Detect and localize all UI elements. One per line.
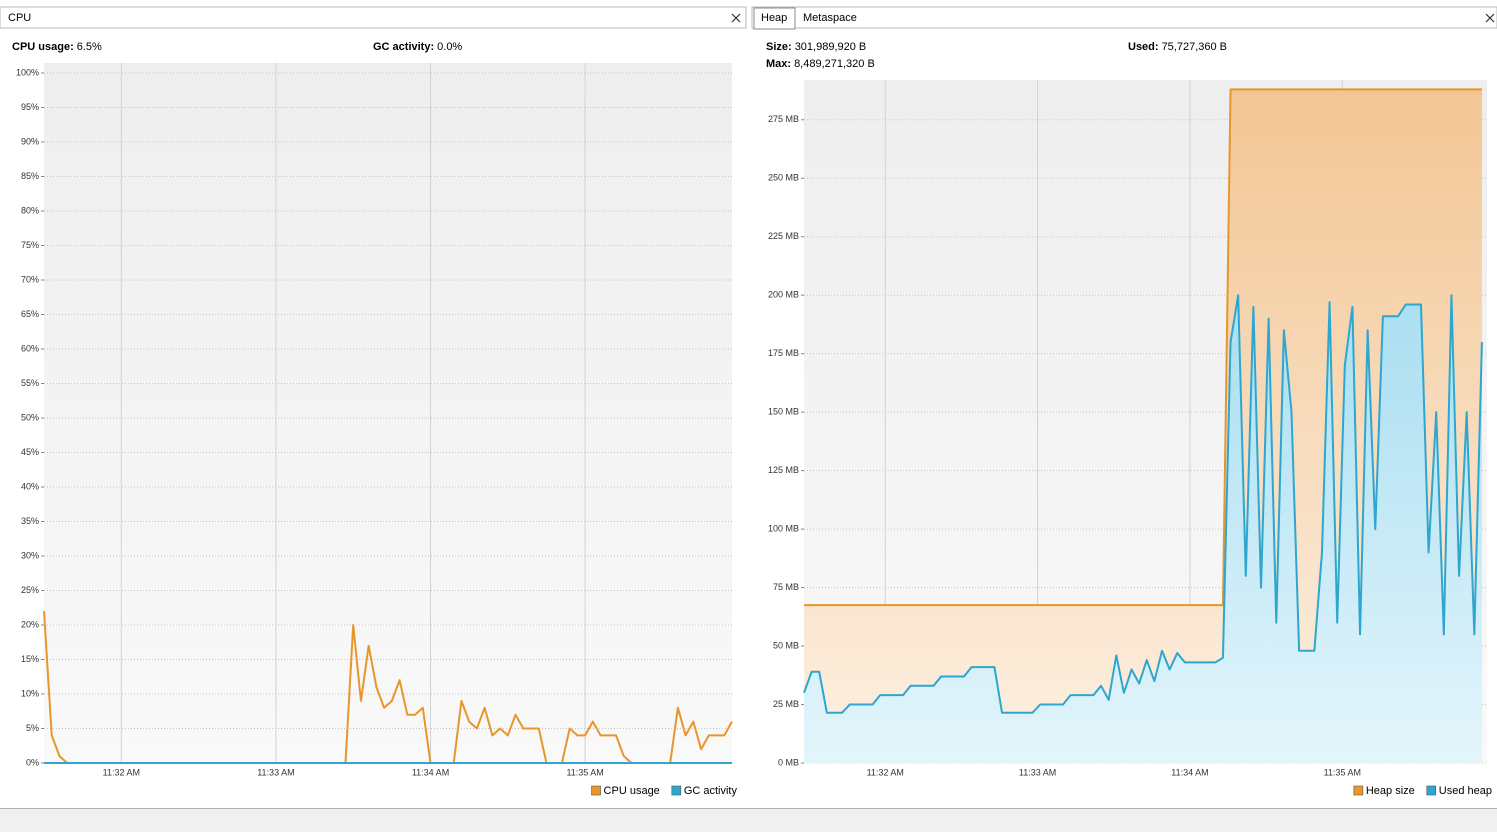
x-tick-label: 11:34 AM bbox=[1171, 767, 1208, 777]
y-tick-label: 50% bbox=[21, 412, 39, 422]
close-button[interactable] bbox=[1485, 13, 1495, 23]
x-tick-label: 11:33 AM bbox=[1019, 767, 1056, 777]
area-fill bbox=[804, 89, 1482, 764]
tab-selected[interactable] bbox=[753, 7, 796, 30]
y-tick-label: 0% bbox=[26, 757, 39, 767]
y-tick-label: 90% bbox=[21, 136, 39, 146]
stat: Max: 8,489,271,320 B bbox=[766, 58, 875, 70]
y-tick-label: 45% bbox=[21, 447, 39, 457]
y-tick-label: 50 MB bbox=[773, 640, 799, 650]
y-tick-label: 250 MB bbox=[768, 173, 799, 183]
area-fill bbox=[804, 295, 1482, 763]
tab-label[interactable]: Heap bbox=[761, 12, 787, 24]
y-tick-label: 75 MB bbox=[773, 582, 799, 592]
y-tick-label: 20% bbox=[21, 619, 39, 629]
x-tick-label: 11:35 AM bbox=[566, 767, 603, 777]
x-tick-label: 11:32 AM bbox=[103, 767, 140, 777]
y-tick-label: 0 MB bbox=[778, 757, 799, 767]
legend: CPU usage GC activity bbox=[591, 785, 738, 797]
series-line bbox=[804, 88, 1482, 607]
stat: Used: 75,727,360 B bbox=[1128, 41, 1227, 53]
y-tick-label: 85% bbox=[21, 171, 39, 181]
y-tick-label: 55% bbox=[21, 378, 39, 388]
status-bar bbox=[0, 808, 1497, 832]
y-tick-label: 225 MB bbox=[768, 231, 799, 241]
y-tick-label: 5% bbox=[26, 723, 39, 733]
y-tick-label: 275 MB bbox=[768, 114, 799, 124]
y-tick-label: 25 MB bbox=[773, 699, 799, 709]
legend-swatch bbox=[671, 785, 682, 796]
y-tick-label: 65% bbox=[21, 309, 39, 319]
x-tick-label: 11:33 AM bbox=[257, 767, 294, 777]
series-line bbox=[803, 294, 1483, 714]
y-tick-label: 100 MB bbox=[768, 523, 799, 533]
y-tick-label: 200 MB bbox=[768, 290, 799, 300]
y-tick-label: 60% bbox=[21, 343, 39, 353]
legend-swatch bbox=[591, 785, 601, 796]
y-tick-label: 150 MB bbox=[768, 407, 799, 417]
y-tick-label: 75% bbox=[21, 240, 39, 250]
y-tick-label: 30% bbox=[21, 550, 39, 560]
y-tick-label: 125 MB bbox=[768, 465, 799, 475]
y-tick-label: 15% bbox=[21, 654, 39, 664]
x-tick-label: 11:32 AM bbox=[867, 767, 904, 777]
legend: Heap size Used heap bbox=[1353, 785, 1492, 797]
y-tick-label: 70% bbox=[21, 274, 39, 284]
stat: Size: 301,989,920 B bbox=[766, 41, 866, 53]
legend-swatch bbox=[1353, 785, 1364, 796]
legend-label: CPU usage bbox=[604, 785, 660, 797]
legend-label: Heap size bbox=[1366, 785, 1415, 797]
tab-label[interactable]: Metaspace bbox=[803, 12, 857, 24]
stat: GC activity: 0.0% bbox=[373, 41, 462, 53]
legend-label: GC activity bbox=[684, 785, 738, 797]
y-tick-label: 100% bbox=[16, 67, 39, 77]
y-tick-label: 25% bbox=[21, 585, 39, 595]
heap-panel-header bbox=[751, 6, 1497, 29]
tab-label[interactable]: CPU bbox=[8, 12, 31, 24]
y-tick-label: 95% bbox=[21, 102, 39, 112]
legend-swatch bbox=[1426, 785, 1437, 796]
close-button[interactable] bbox=[731, 13, 741, 23]
y-tick-label: 80% bbox=[21, 205, 39, 215]
legend-label: Used heap bbox=[1439, 785, 1492, 797]
stat: CPU usage: 6.5% bbox=[12, 41, 102, 53]
y-tick-label: 40% bbox=[21, 481, 39, 491]
x-tick-label: 11:35 AM bbox=[1324, 767, 1361, 777]
y-tick-label: 175 MB bbox=[768, 348, 799, 358]
y-tick-label: 35% bbox=[21, 516, 39, 526]
cpu-panel-header bbox=[0, 6, 747, 29]
plot-background bbox=[44, 63, 732, 763]
x-tick-label: 11:34 AM bbox=[412, 767, 449, 777]
y-tick-label: 10% bbox=[21, 688, 39, 698]
